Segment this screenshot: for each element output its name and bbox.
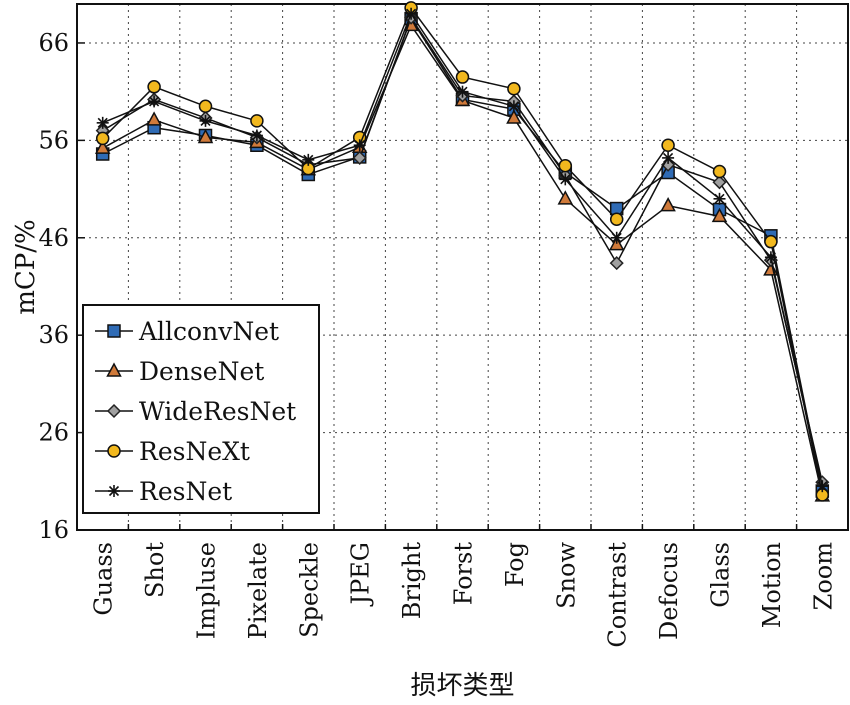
asterisk-stroke xyxy=(108,485,120,497)
y-tick-label: 66 xyxy=(38,29,69,57)
asterisk-stroke xyxy=(251,130,262,141)
legend-marker-resnext xyxy=(107,444,121,458)
plot-frame xyxy=(76,3,849,531)
data-point-resnet xyxy=(405,7,418,20)
data-point-resnet xyxy=(816,480,829,493)
legend-marker-resnet xyxy=(108,485,120,497)
legend-label-resnext: ResNeXt xyxy=(139,437,250,466)
data-point-resnet xyxy=(713,192,726,205)
legend-marker-densenet xyxy=(106,362,122,377)
data-point-resnet xyxy=(662,151,675,164)
legend-box xyxy=(82,304,320,514)
data-point-resnext xyxy=(661,138,675,152)
asterisk-stroke xyxy=(97,117,108,128)
data-point-resnet xyxy=(559,173,572,186)
asterisk-stroke xyxy=(817,481,828,492)
legend-entry-densenet: DenseNet xyxy=(95,357,264,386)
x-tick-label: Defocus xyxy=(655,542,683,640)
data-point-resnext xyxy=(455,70,470,84)
data-point-resnext xyxy=(558,158,573,173)
asterisk-stroke xyxy=(457,86,468,97)
y-tick-label: 36 xyxy=(38,321,69,349)
data-point-densenet xyxy=(557,190,574,205)
legend-entry-wideresnet: WideResNet xyxy=(95,397,296,426)
x-tick-label: Impluse xyxy=(193,542,221,639)
data-point-resnext xyxy=(250,114,264,128)
y-tick-label: 16 xyxy=(38,516,69,544)
asterisk-stroke xyxy=(200,115,211,126)
data-point-resnet xyxy=(96,116,109,129)
legend: AllconvNet DenseNet WideResNet ResNeXt ResNe… xyxy=(82,304,320,514)
series-resnet xyxy=(96,7,829,493)
asterisk-stroke xyxy=(508,101,519,112)
data-point-wideresnet xyxy=(712,175,727,190)
data-point-wideresnet xyxy=(352,150,367,165)
data-point-resnet xyxy=(456,85,469,98)
data-point-densenet xyxy=(146,111,162,126)
data-point-densenet xyxy=(197,128,214,144)
y-tick-label: 46 xyxy=(38,224,69,252)
data-point-resnet xyxy=(507,100,520,113)
asterisk-stroke xyxy=(714,193,725,204)
data-point-resnext xyxy=(609,212,624,227)
axes: 16 26 36 46 56 66 Guass Shot Impluse Pixelate Spec… xyxy=(38,29,837,648)
data-point-resnet xyxy=(148,95,161,108)
legend-label-densenet: DenseNet xyxy=(139,357,264,386)
data-point-resnet xyxy=(353,139,366,152)
data-point-resnext xyxy=(764,234,778,249)
data-point-resnext xyxy=(147,80,161,94)
data-point-densenet xyxy=(711,207,728,223)
asterisk-stroke xyxy=(303,154,314,165)
y-tick-label: 26 xyxy=(38,419,69,447)
legend-entry-resnet: ResNet xyxy=(95,477,232,506)
x-tick-label: Speckle xyxy=(295,542,323,638)
asterisk-stroke xyxy=(611,232,622,243)
data-point-resnext xyxy=(95,131,110,146)
series-resnext xyxy=(95,1,830,502)
legend-label-wideresnet: WideResNet xyxy=(139,397,296,426)
legend-entry-allconvnet: AllconvNet xyxy=(95,317,279,346)
asterisk-stroke xyxy=(149,96,160,107)
legend-marker-allconvnet xyxy=(107,324,121,338)
x-tick-label: Contrast xyxy=(604,542,632,648)
legend-label-resnet: ResNet xyxy=(139,477,232,506)
asterisk-stroke xyxy=(406,8,417,19)
legend-label-allconvnet: AllconvNet xyxy=(138,317,279,346)
data-point-densenet xyxy=(660,197,676,212)
y-tick-label: 56 xyxy=(38,126,69,154)
x-tick-label: Motion xyxy=(758,542,786,628)
x-tick-label: Fog xyxy=(501,542,529,587)
legend-entry-resnext: ResNeXt xyxy=(95,437,250,466)
x-tick-label: Guass xyxy=(90,542,118,616)
data-point-densenet xyxy=(94,139,111,154)
legend-marker-wideresnet xyxy=(106,403,122,419)
asterisk-stroke xyxy=(663,152,674,163)
data-point-resnext xyxy=(712,164,727,179)
data-point-resnet xyxy=(610,231,623,244)
data-point-resnet xyxy=(199,114,212,127)
x-tick-label: Snow xyxy=(552,542,580,609)
asterisk-stroke xyxy=(560,174,571,185)
data-point-resnext xyxy=(198,99,213,114)
x-tick-label: Forst xyxy=(450,542,478,606)
data-point-resnext xyxy=(507,81,521,96)
data-point-resnet xyxy=(302,153,315,166)
asterisk-stroke xyxy=(765,252,776,263)
x-tick-label: Shot xyxy=(141,542,169,598)
x-tick-label: Pixelate xyxy=(244,542,272,639)
x-tick-label: JPEG xyxy=(347,542,375,607)
data-point-densenet xyxy=(506,109,522,124)
data-point-resnet xyxy=(764,251,777,264)
data-point-wideresnet xyxy=(609,256,624,271)
asterisk-stroke xyxy=(354,140,365,151)
series-group xyxy=(94,1,831,502)
x-tick-label: Zoom xyxy=(809,542,837,611)
data-point-resnet xyxy=(250,129,263,142)
y-axis-title: mCP/% xyxy=(11,219,41,315)
x-tick-label: Glass xyxy=(707,542,735,608)
x-axis-title: 损坏类型 xyxy=(410,671,514,701)
x-tick-label: Bright xyxy=(398,542,426,620)
